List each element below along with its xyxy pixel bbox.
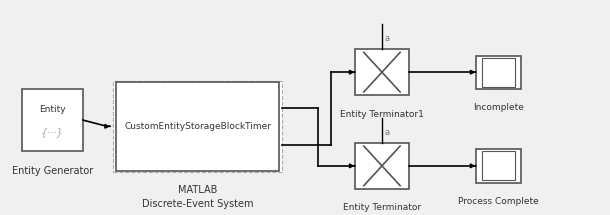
- FancyBboxPatch shape: [482, 58, 515, 87]
- FancyBboxPatch shape: [355, 49, 409, 95]
- Text: Incomplete: Incomplete: [473, 103, 524, 112]
- FancyBboxPatch shape: [113, 80, 282, 172]
- FancyBboxPatch shape: [476, 149, 521, 183]
- Text: Entity Terminator1: Entity Terminator1: [340, 110, 424, 119]
- Text: Discrete-Event System: Discrete-Event System: [142, 199, 253, 209]
- Text: Process Complete: Process Complete: [458, 197, 539, 206]
- FancyBboxPatch shape: [482, 151, 515, 180]
- Text: Entity: Entity: [39, 105, 66, 114]
- FancyBboxPatch shape: [23, 89, 83, 151]
- Text: Entity Generator: Entity Generator: [12, 166, 93, 176]
- Text: MATLAB: MATLAB: [178, 185, 217, 195]
- FancyBboxPatch shape: [476, 55, 521, 89]
- Text: a: a: [385, 34, 390, 43]
- Text: CustomEntityStorageBlockTimer: CustomEntityStorageBlockTimer: [124, 122, 271, 131]
- Text: a: a: [385, 128, 390, 137]
- FancyBboxPatch shape: [116, 81, 279, 171]
- FancyBboxPatch shape: [355, 143, 409, 189]
- Text: Entity Terminator: Entity Terminator: [343, 203, 421, 212]
- Text: {···}: {···}: [41, 127, 64, 138]
